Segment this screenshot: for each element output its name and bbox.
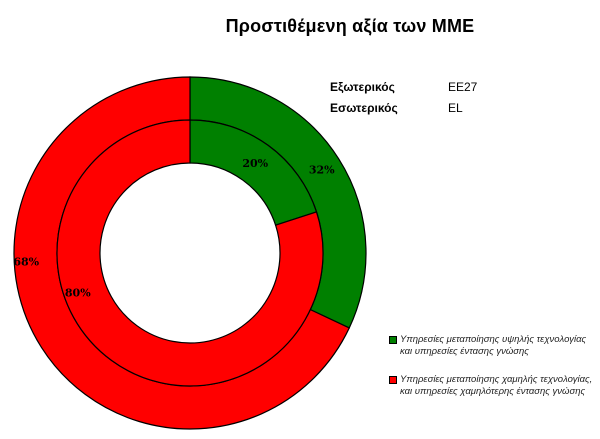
- legend-swatch-low-tech: [389, 376, 397, 384]
- legend-label-high-tech: Υπηρεσίες μεταποίησης υψηλής τεχνολογίας…: [400, 334, 597, 358]
- legend-item-low-tech: Υπηρεσίες μεταποίησης χαμηλής τεχνολογία…: [389, 374, 597, 398]
- data-label-inner-1: 80%: [65, 287, 91, 300]
- data-label-inner-0: 20%: [242, 157, 268, 170]
- data-label-outer-0: 32%: [309, 163, 335, 176]
- data-label-outer-1: 68%: [13, 256, 39, 269]
- legend: Υπηρεσίες μεταποίησης υψηλής τεχνολογίας…: [389, 334, 597, 414]
- legend-item-high-tech: Υπηρεσίες μεταποίησης υψηλής τεχνολογίας…: [389, 334, 597, 358]
- legend-swatch-high-tech: [389, 336, 397, 344]
- legend-label-low-tech: Υπηρεσίες μεταποίησης χαμηλής τεχνολογία…: [400, 374, 597, 398]
